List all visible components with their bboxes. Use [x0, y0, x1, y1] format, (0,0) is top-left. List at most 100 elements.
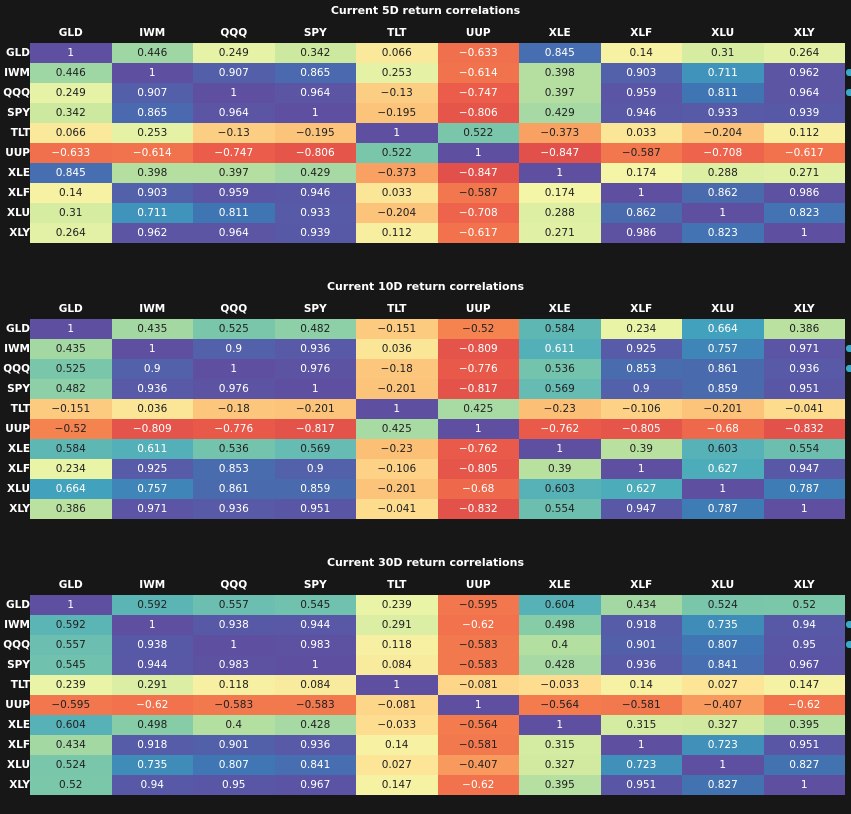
- heatmap-cell: −0.18: [193, 399, 275, 419]
- heatmap-cell: 0.027: [682, 675, 764, 695]
- row-label-uup: UUP: [5, 699, 30, 711]
- heatmap-cell: 0.395: [519, 775, 601, 795]
- heatmap-cell: 0.315: [519, 735, 601, 755]
- heatmap-cell: 0.827: [763, 755, 845, 775]
- heatmap-cell: 0.925: [111, 459, 193, 479]
- heatmap-cell: 1: [30, 319, 112, 339]
- column-label-uup: UUP: [465, 303, 491, 315]
- heatmap-cell: 0.4: [193, 715, 275, 735]
- heatmap-cell: 0.342: [30, 103, 112, 123]
- row-label-xlf: XLF: [8, 739, 30, 751]
- row-label-spy: SPY: [7, 383, 30, 395]
- heatmap-cell: 0.853: [193, 459, 275, 479]
- heatmap-cell: −0.617: [763, 143, 845, 163]
- heatmap-cell: −0.832: [763, 419, 845, 439]
- heatmap-cell: 0.901: [193, 735, 275, 755]
- column-label-xlu: XLU: [711, 303, 735, 315]
- row-label-xlu: XLU: [7, 207, 30, 219]
- heatmap-cell: −0.595: [437, 595, 519, 615]
- heatmap-cell: 1: [193, 83, 275, 103]
- heatmap-cell: 0.39: [519, 459, 601, 479]
- heatmap-cell: 0.971: [763, 339, 845, 359]
- heatmap-cell: 1: [274, 103, 356, 123]
- heatmap-cell: 0.084: [356, 655, 438, 675]
- heatmap-cell: 0.811: [682, 83, 764, 103]
- row-label-iwm: IWM: [4, 619, 30, 631]
- heatmap-cell: 0.964: [193, 223, 275, 243]
- heatmap-cell: −0.583: [437, 635, 519, 655]
- heatmap-cell: 1: [682, 203, 764, 223]
- heatmap-cell: 0.498: [111, 715, 193, 735]
- heatmap-cell: 0.664: [682, 319, 764, 339]
- heatmap-cell: 0.9: [111, 359, 193, 379]
- heatmap-cell: 0.787: [682, 499, 764, 519]
- heatmap-cell: 0.946: [274, 183, 356, 203]
- heatmap-cell: −0.614: [111, 143, 193, 163]
- heatmap-cell: 0.711: [682, 63, 764, 83]
- heatmap-cell: −0.847: [519, 143, 601, 163]
- heatmap-cell: 0.861: [193, 479, 275, 499]
- heatmap-cell: −0.633: [437, 43, 519, 63]
- heatmap-cell: 0.903: [600, 63, 682, 83]
- row-label-tlt: TLT: [10, 403, 30, 415]
- column-label-qqq: QQQ: [220, 27, 248, 39]
- heatmap-title: Current 10D return correlations: [326, 280, 524, 293]
- heatmap-cell: 0.983: [193, 655, 275, 675]
- heatmap-cell: 0.253: [111, 123, 193, 143]
- heatmap-cell: −0.201: [356, 479, 438, 499]
- heatmap-cell: 0.865: [111, 103, 193, 123]
- heatmap-cell: 0.944: [111, 655, 193, 675]
- heatmap-cell: 0.52: [30, 775, 112, 795]
- heatmap-cell: 0.428: [274, 715, 356, 735]
- heatmap-cell: −0.62: [437, 775, 519, 795]
- column-label-xlf: XLF: [630, 303, 653, 315]
- heatmap-cell: 0.592: [111, 595, 193, 615]
- row-label-xle: XLE: [8, 443, 30, 455]
- heatmap-cell: 0.936: [600, 655, 682, 675]
- heatmap-cell: −0.081: [356, 695, 438, 715]
- heatmap-cell: 0.964: [274, 83, 356, 103]
- heatmap-cell: −0.581: [437, 735, 519, 755]
- heatmap-cell: 1: [111, 339, 193, 359]
- column-label-xle: XLE: [548, 303, 571, 315]
- heatmap-cell: 1: [437, 143, 519, 163]
- heatmap-cell: 0.569: [519, 379, 601, 399]
- heatmap-cell: 0.757: [682, 339, 764, 359]
- heatmap-cell: 0.327: [682, 715, 764, 735]
- heatmap-cell: 0.841: [682, 655, 764, 675]
- heatmap-cell: 0.627: [682, 459, 764, 479]
- heatmap-cell: 0.823: [682, 223, 764, 243]
- heatmap-cell: 1: [30, 595, 112, 615]
- heatmap-cell: 0.951: [763, 379, 845, 399]
- heatmap-cell: −0.806: [437, 103, 519, 123]
- heatmap-cell: −0.805: [437, 459, 519, 479]
- heatmap-cell: −0.587: [437, 183, 519, 203]
- heatmap-panel-2: Current 10D return correlations GLD IWM QQQ…: [0, 276, 851, 538]
- heatmap-cell: −0.809: [111, 419, 193, 439]
- heatmap-cell: 0.964: [763, 83, 845, 103]
- heatmap-cell: 0.524: [682, 595, 764, 615]
- heatmap-cell: 0.342: [274, 43, 356, 63]
- heatmap-cell: 0.291: [356, 615, 438, 635]
- heatmap-cell: 0.604: [519, 595, 601, 615]
- heatmap-cell: −0.68: [682, 419, 764, 439]
- heatmap-cell: 0.9: [193, 339, 275, 359]
- heatmap-cell: 0.865: [274, 63, 356, 83]
- heatmap-cell: 0.936: [193, 499, 275, 519]
- heatmap-cell: −0.805: [600, 419, 682, 439]
- heatmap-cell: 0.938: [193, 615, 275, 635]
- heatmap-cell: −0.106: [600, 399, 682, 419]
- heatmap-cell: −0.041: [763, 399, 845, 419]
- heatmap-cell: −0.583: [193, 695, 275, 715]
- heatmap-cell: 0.429: [274, 163, 356, 183]
- heatmap-cell: −0.832: [437, 499, 519, 519]
- heatmap-cell: −0.081: [437, 675, 519, 695]
- heatmap-title: Current 5D return correlations: [330, 4, 521, 17]
- column-label-iwm: IWM: [139, 27, 166, 39]
- heatmap-cell: 1: [437, 419, 519, 439]
- column-label-iwm: IWM: [139, 579, 166, 591]
- heatmap-cell: 0.936: [111, 379, 193, 399]
- heatmap-cell: 1: [519, 163, 601, 183]
- heatmap-cell: 1: [356, 123, 438, 143]
- heatmap-cell: 1: [274, 655, 356, 675]
